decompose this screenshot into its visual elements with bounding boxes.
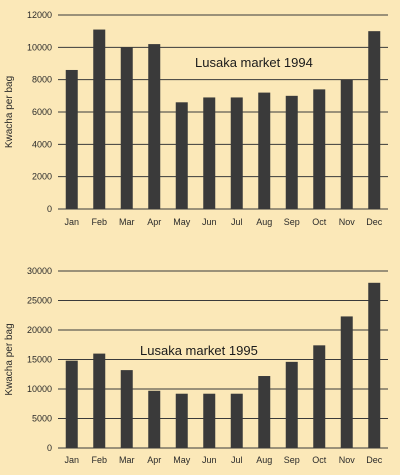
bar-sep xyxy=(285,361,298,448)
bar-feb xyxy=(93,353,106,448)
x-tick-label: Mar xyxy=(119,217,135,227)
x-tick-label: Mar xyxy=(119,455,135,465)
y-tick-label: 15000 xyxy=(27,355,52,365)
x-tick-label: Aug xyxy=(256,455,272,465)
bar-nov xyxy=(340,316,353,448)
y-tick-label: 20000 xyxy=(27,325,52,335)
x-tick-label: Feb xyxy=(91,217,107,227)
bar-may xyxy=(175,102,188,209)
bar-aug xyxy=(258,92,271,209)
bar-mar xyxy=(120,47,133,210)
bar-sep xyxy=(285,95,298,209)
x-tick-label: May xyxy=(173,455,191,465)
y-tick-label: 8000 xyxy=(32,75,52,85)
bar-mar xyxy=(120,370,133,448)
bar-aug xyxy=(258,376,271,448)
bar-jan xyxy=(65,69,78,209)
x-tick-label: Jul xyxy=(231,217,243,227)
y-tick-label: 2000 xyxy=(32,172,52,182)
bar-dec xyxy=(368,282,381,448)
x-tick-label: Dec xyxy=(366,455,383,465)
y-tick-label: 10000 xyxy=(27,384,52,394)
x-tick-label: May xyxy=(173,217,191,227)
bar-dec xyxy=(368,31,381,209)
bar-apr xyxy=(148,390,161,448)
y-tick-label: 4000 xyxy=(32,139,52,149)
bar-jun xyxy=(203,97,216,209)
y-axis-label: Kwacha per bag xyxy=(4,323,15,395)
bar-oct xyxy=(313,89,326,209)
bar-oct xyxy=(313,345,326,448)
x-tick-label: Aug xyxy=(256,217,272,227)
x-tick-label: Sep xyxy=(284,217,300,227)
y-tick-label: 6000 xyxy=(32,107,52,117)
y-tick-label: 10000 xyxy=(27,42,52,52)
bar-jul xyxy=(230,393,243,448)
x-tick-label: Apr xyxy=(147,455,161,465)
y-tick-label: 0 xyxy=(47,204,52,214)
y-tick-label: 25000 xyxy=(27,296,52,306)
x-tick-label: Nov xyxy=(339,455,356,465)
x-tick-label: Jan xyxy=(64,217,79,227)
chart-1995: 0 5000 10000 15000 20000 25000 30000 Jan Feb Mar A… xyxy=(4,266,388,465)
chart-1994: 0 2000 4000 6000 8000 10000 12000 Jan Feb Mar Apr M… xyxy=(4,10,388,227)
x-tick-label: Dec xyxy=(366,217,383,227)
x-tick-label: Jun xyxy=(202,455,217,465)
y-tick-label: 12000 xyxy=(27,10,52,20)
x-tick-label: Jul xyxy=(231,455,243,465)
y-tick-label: 5000 xyxy=(32,414,52,424)
bar-may xyxy=(175,393,188,448)
y-tick-label: 0 xyxy=(47,443,52,453)
bar-jun xyxy=(203,393,216,448)
x-tick-label: Jun xyxy=(202,217,217,227)
x-tick-label: Oct xyxy=(312,455,327,465)
bar-jan xyxy=(65,360,78,448)
y-axis-label: Kwacha per bag xyxy=(4,76,15,148)
bar-apr xyxy=(148,44,161,209)
x-tick-label: Jan xyxy=(64,455,79,465)
y-tick-label: 30000 xyxy=(27,266,52,276)
bar-jul xyxy=(230,97,243,209)
bar-feb xyxy=(93,29,106,209)
x-tick-label: Nov xyxy=(339,217,356,227)
x-tick-label: Apr xyxy=(147,217,161,227)
chart-title: Lusaka market 1995 xyxy=(140,343,258,358)
x-tick-label: Oct xyxy=(312,217,327,227)
chart-title: Lusaka market 1994 xyxy=(195,55,313,70)
x-tick-label: Sep xyxy=(284,455,300,465)
bar-nov xyxy=(340,79,353,210)
x-tick-label: Feb xyxy=(91,455,107,465)
